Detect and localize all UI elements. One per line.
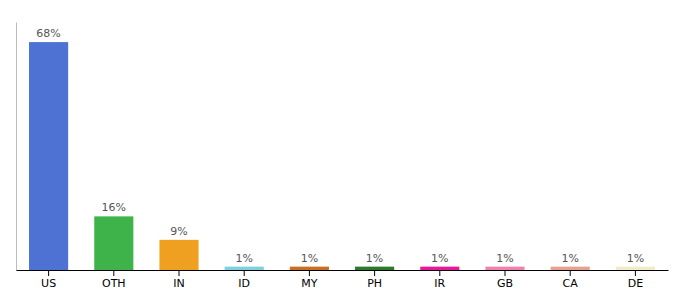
x-tick-label: PH: [367, 277, 382, 290]
data-label: 1%: [366, 252, 383, 265]
x-tick: PH: [367, 270, 382, 290]
bars: [29, 42, 655, 270]
x-tick-label: MY: [301, 277, 317, 290]
x-tick-mark: [374, 270, 375, 276]
x-tick: CA: [563, 270, 579, 290]
bar: [225, 267, 264, 270]
x-tick-mark: [244, 270, 245, 276]
x-tick: DE: [628, 270, 643, 290]
x-tick-label: IN: [173, 277, 184, 290]
data-label: 16%: [102, 201, 126, 214]
x-tick-mark: [505, 270, 506, 276]
x-tick-mark: [48, 270, 49, 276]
x-tick-mark: [570, 270, 571, 276]
x-tick-label: OTH: [102, 277, 126, 290]
data-label: 1%: [431, 252, 448, 265]
x-tick-mark: [113, 270, 114, 276]
x-tick-mark: [439, 270, 440, 276]
x-tick: MY: [301, 270, 317, 290]
chart: US OTH IN ID MY PH IR GB CA DE 68% 16% 9% 1% 1% 1% 1% 1% 1…: [0, 0, 680, 300]
data-label: 1%: [235, 252, 252, 265]
bar: [355, 267, 394, 270]
data-labels: 68% 16% 9% 1% 1% 1% 1% 1% 1% 1%: [36, 27, 644, 265]
x-tick: ID: [238, 270, 250, 290]
x-tick: GB: [497, 270, 513, 290]
bar: [485, 267, 524, 270]
data-label: 1%: [561, 252, 578, 265]
data-label: 68%: [36, 27, 60, 40]
x-tick-label: IR: [434, 277, 445, 290]
x-tick-mark: [179, 270, 180, 276]
data-label: 9%: [170, 225, 187, 238]
bar: [551, 267, 590, 270]
x-tick-label: GB: [497, 277, 513, 290]
data-label: 1%: [496, 252, 513, 265]
x-tick-label: DE: [628, 277, 643, 290]
x-tick: IN: [173, 270, 184, 290]
bar: [29, 42, 68, 270]
bar: [94, 216, 133, 270]
bar: [616, 267, 655, 270]
x-tick-label: ID: [238, 277, 250, 290]
data-label: 1%: [301, 252, 318, 265]
plot: US OTH IN ID MY PH IR GB CA DE 68% 16% 9% 1% 1% 1% 1% 1% 1…: [17, 23, 669, 290]
x-tick-label: US: [41, 277, 56, 290]
y-axis-line: [16, 23, 17, 271]
bar: [290, 267, 329, 270]
y-axis: [16, 23, 17, 271]
bar: [159, 240, 198, 270]
data-label: 1%: [627, 252, 644, 265]
x-tick-label: CA: [563, 277, 579, 290]
x-tick-mark: [309, 270, 310, 276]
x-tick: US: [41, 270, 56, 290]
x-tick: OTH: [102, 270, 126, 290]
bar: [420, 267, 459, 270]
x-tick: IR: [434, 270, 445, 290]
x-axis: US OTH IN ID MY PH IR GB CA DE: [17, 270, 669, 290]
x-tick-mark: [635, 270, 636, 276]
